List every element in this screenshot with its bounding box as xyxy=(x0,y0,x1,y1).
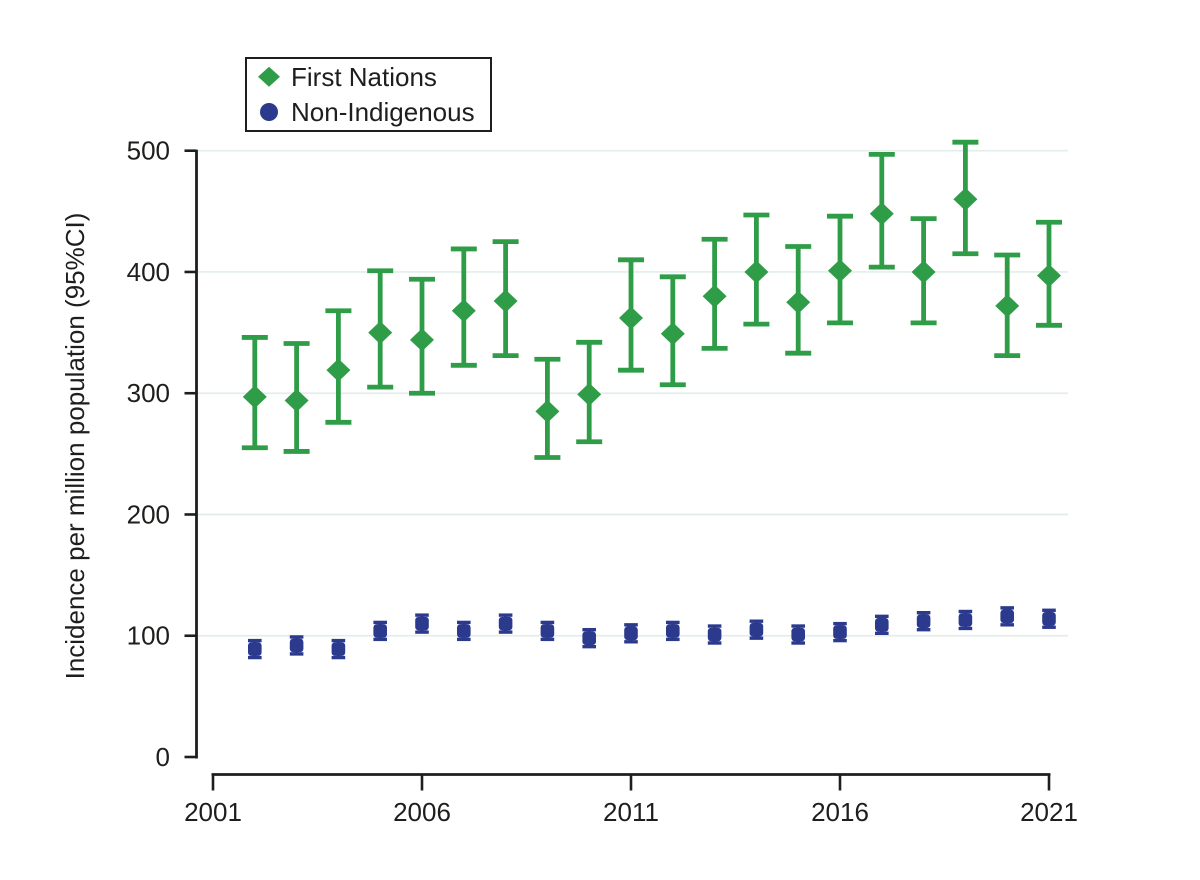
marker-first-nations xyxy=(744,260,769,284)
legend: First Nations Non-Indigenous xyxy=(245,57,492,132)
marker-first-nations xyxy=(953,187,978,211)
marker-non-indigenous xyxy=(540,624,555,638)
legend-label-first-nations: First Nations xyxy=(291,61,437,92)
marker-non-indigenous xyxy=(833,625,847,639)
marker-non-indigenous xyxy=(666,624,680,638)
marker-non-indigenous xyxy=(875,618,889,632)
marker-first-nations xyxy=(786,290,811,314)
y-axis-title: Incidence per million population (95%CI) xyxy=(60,213,90,680)
axes-layer: 0 100 200 300 400 500 2001 2006 2011 2016 2021 xyxy=(127,136,1078,827)
marker-first-nations xyxy=(493,289,518,313)
x-tick-label: 2006 xyxy=(393,797,451,827)
marker-non-indigenous xyxy=(1000,609,1014,624)
legend-marker-cell xyxy=(247,66,291,87)
x-tick-label: 2001 xyxy=(184,797,242,827)
marker-non-indigenous xyxy=(707,627,722,642)
marker-first-nations xyxy=(660,322,685,346)
marker-first-nations xyxy=(577,382,602,406)
legend-item-first-nations: First Nations xyxy=(247,59,490,95)
marker-non-indigenous xyxy=(289,638,304,653)
legend-item-non-indigenous: Non-Indigenous xyxy=(247,95,490,131)
marker-first-nations xyxy=(451,299,476,323)
circle-marker-icon xyxy=(260,103,278,122)
marker-non-indigenous xyxy=(582,631,596,645)
marker-first-nations xyxy=(535,399,560,423)
marker-non-indigenous xyxy=(457,624,471,638)
marker-first-nations xyxy=(1037,264,1061,288)
y-tick-label: 200 xyxy=(127,499,170,529)
marker-non-indigenous xyxy=(1042,611,1056,626)
marker-non-indigenous xyxy=(373,624,387,638)
y-tick-label: 500 xyxy=(127,136,170,166)
legend-label-non-indigenous: Non-Indigenous xyxy=(291,97,475,128)
x-tick-label: 2011 xyxy=(603,797,659,827)
marker-first-nations xyxy=(326,358,351,382)
y-tick-label: 400 xyxy=(127,257,170,287)
marker-non-indigenous xyxy=(248,642,262,656)
marker-first-nations xyxy=(702,284,727,308)
marker-non-indigenous xyxy=(415,616,429,631)
marker-first-nations xyxy=(619,306,643,330)
marker-first-nations xyxy=(911,260,936,284)
x-tick-label: 2021 xyxy=(1020,797,1078,827)
gridlines-layer xyxy=(196,149,1068,637)
marker-first-nations xyxy=(410,328,434,352)
marker-first-nations xyxy=(242,385,267,409)
marker-first-nations xyxy=(284,388,309,412)
marker-non-indigenous xyxy=(916,614,931,628)
marker-non-indigenous xyxy=(749,622,764,637)
marker-first-nations xyxy=(828,259,852,283)
y-tick-label: 100 xyxy=(127,621,170,651)
marker-non-indigenous xyxy=(958,613,973,627)
marker-non-indigenous xyxy=(624,626,638,641)
legend-marker-cell xyxy=(247,103,291,122)
data-series-layer xyxy=(241,139,1062,660)
marker-first-nations xyxy=(869,202,894,226)
marker-first-nations xyxy=(995,294,1020,318)
x-tick-label: 2016 xyxy=(811,797,869,827)
marker-non-indigenous xyxy=(498,616,513,631)
y-tick-label: 300 xyxy=(127,378,170,408)
marker-non-indigenous xyxy=(791,627,805,642)
diamond-marker-icon xyxy=(258,66,280,87)
marker-first-nations xyxy=(368,321,393,345)
y-tick-label: 0 xyxy=(156,742,170,772)
marker-non-indigenous xyxy=(331,642,346,656)
